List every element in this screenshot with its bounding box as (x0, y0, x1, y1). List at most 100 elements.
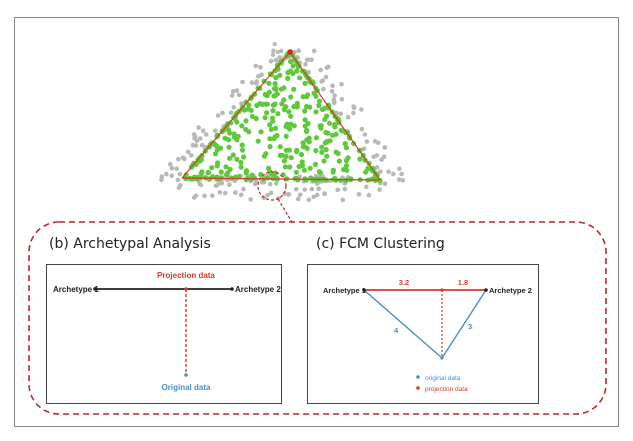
grey-point (296, 48, 302, 53)
triangle-edge-bottom (181, 177, 381, 181)
green-point (270, 102, 276, 108)
green-point (304, 127, 310, 134)
grey-point (169, 166, 175, 171)
green-point (294, 104, 300, 110)
green-point (286, 147, 292, 153)
grey-point (332, 93, 338, 98)
grey-point (190, 142, 196, 148)
green-point (325, 130, 331, 136)
grey-point (275, 49, 280, 55)
green-point (226, 144, 232, 150)
green-point (255, 138, 261, 144)
green-point (281, 97, 287, 103)
green-point (218, 169, 224, 175)
grey-point (269, 58, 274, 64)
archetype-1-label: Archetype 1 (323, 286, 366, 295)
grey-point (315, 192, 320, 198)
green-point (336, 158, 342, 164)
green-point (258, 129, 264, 135)
grey-point (282, 191, 288, 196)
grey-point (311, 48, 317, 54)
green-point (295, 177, 301, 183)
green-point (321, 158, 327, 164)
green-point (304, 103, 310, 110)
green-point (293, 169, 299, 175)
green-point (272, 92, 278, 98)
green-point (323, 147, 329, 153)
green-point (230, 152, 236, 158)
grey-point (339, 96, 345, 102)
green-point (294, 149, 300, 155)
green-point (319, 106, 326, 113)
grey-point (364, 184, 369, 190)
green-point (326, 120, 333, 126)
original-data-label: Original data (162, 383, 211, 392)
green-point (266, 80, 272, 86)
zoom-inset-border (28, 221, 607, 415)
grey-point (295, 196, 301, 202)
grey-point (293, 187, 299, 192)
grey-point (241, 186, 246, 192)
grey-point (309, 186, 315, 192)
green-point (286, 109, 292, 115)
green-point (313, 148, 319, 154)
green-point (343, 145, 349, 151)
grey-point (345, 114, 351, 120)
green-point (282, 164, 288, 170)
grey-point (377, 187, 382, 192)
green-point (251, 175, 257, 181)
panel-c-title: (c) FCM Clustering (316, 236, 445, 252)
archetype-2-label: Archetype 2 (235, 285, 281, 294)
grey-point (272, 41, 277, 47)
grey-point (185, 149, 191, 155)
green-point (306, 139, 312, 145)
grey-point (361, 146, 367, 152)
figure-frame (14, 17, 619, 427)
grey-point (253, 179, 259, 184)
projection-point (440, 288, 444, 292)
green-point (332, 121, 338, 128)
green-point (261, 153, 267, 159)
green-point (343, 177, 349, 184)
grey-point (326, 64, 331, 70)
green-point (243, 126, 249, 133)
grey-point (202, 193, 207, 199)
green-point (234, 119, 240, 125)
grey-point (174, 166, 179, 172)
green-point (318, 123, 324, 129)
green-point (267, 144, 273, 150)
green-point (299, 162, 306, 169)
grey-point (391, 171, 396, 177)
triangle-edge-left (181, 51, 291, 179)
grey-point (374, 153, 380, 158)
green-point (343, 163, 350, 169)
green-point (343, 158, 349, 164)
green-points-group (182, 49, 383, 184)
green-point (264, 110, 270, 116)
original-point (440, 356, 444, 360)
green-point (198, 170, 204, 176)
green-point (214, 163, 220, 169)
grey-point (382, 145, 388, 150)
grey-point (340, 197, 346, 203)
green-point (301, 167, 307, 173)
green-point (239, 142, 245, 148)
grey-point (306, 197, 312, 203)
grey-point (359, 107, 364, 112)
green-point (269, 115, 275, 121)
green-point (302, 80, 308, 86)
green-point (267, 122, 273, 128)
green-point (310, 80, 316, 86)
green-point (227, 130, 233, 136)
grey-point (176, 185, 182, 190)
grey-point (248, 197, 253, 202)
grey-point (351, 105, 357, 110)
green-point (316, 169, 322, 175)
grey-point (366, 192, 372, 198)
grey-point (198, 136, 203, 141)
archetype-2-point (230, 287, 234, 291)
green-point (287, 164, 293, 170)
grey-point (273, 57, 279, 63)
green-point (254, 102, 260, 108)
